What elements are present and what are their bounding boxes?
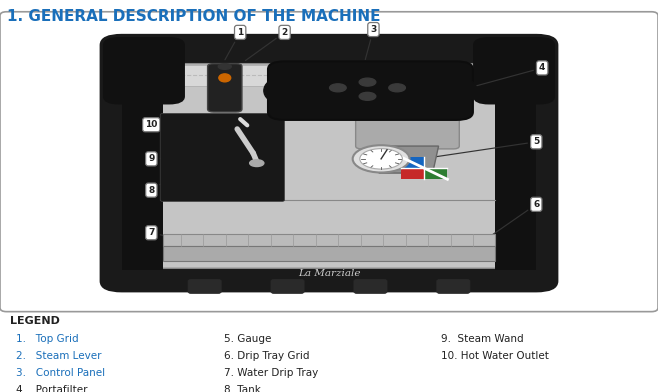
Text: 1: 1 — [225, 28, 243, 60]
Text: 4.   Portafilter: 4. Portafilter — [16, 385, 88, 392]
Text: 3.   Control Panel: 3. Control Panel — [16, 368, 105, 378]
Ellipse shape — [447, 78, 477, 103]
Ellipse shape — [264, 78, 293, 103]
Text: 9.  Steam Wand: 9. Steam Wand — [441, 334, 524, 345]
Text: LEGEND: LEGEND — [10, 316, 60, 326]
FancyBboxPatch shape — [0, 12, 658, 312]
FancyBboxPatch shape — [157, 64, 501, 268]
Circle shape — [359, 78, 376, 86]
Text: 10: 10 — [145, 120, 238, 129]
FancyBboxPatch shape — [401, 168, 424, 179]
Text: La Marziale: La Marziale — [298, 269, 360, 278]
FancyBboxPatch shape — [161, 65, 497, 86]
Polygon shape — [374, 146, 438, 173]
FancyBboxPatch shape — [163, 234, 495, 245]
Circle shape — [330, 84, 346, 92]
FancyBboxPatch shape — [268, 62, 473, 120]
FancyBboxPatch shape — [424, 168, 447, 179]
FancyBboxPatch shape — [101, 35, 557, 291]
FancyBboxPatch shape — [355, 91, 459, 149]
FancyBboxPatch shape — [188, 279, 221, 294]
Text: 5: 5 — [415, 137, 540, 160]
Circle shape — [353, 145, 409, 172]
Text: 10. Hot Water Outlet: 10. Hot Water Outlet — [441, 351, 549, 361]
Text: 7: 7 — [148, 228, 243, 254]
Ellipse shape — [219, 74, 231, 82]
Text: 1.   Top Grid: 1. Top Grid — [16, 334, 79, 345]
Text: 2.   Steam Lever: 2. Steam Lever — [16, 351, 102, 361]
FancyBboxPatch shape — [474, 38, 554, 103]
Text: 8. Tank: 8. Tank — [224, 385, 261, 392]
Text: 5. Gauge: 5. Gauge — [224, 334, 271, 345]
Text: 4: 4 — [456, 64, 545, 91]
Circle shape — [360, 149, 403, 169]
FancyBboxPatch shape — [495, 93, 536, 270]
FancyBboxPatch shape — [401, 157, 424, 168]
FancyBboxPatch shape — [354, 279, 387, 294]
Text: 7. Water Drip Tray: 7. Water Drip Tray — [224, 368, 318, 378]
Text: 6. Drip Tray Grid: 6. Drip Tray Grid — [224, 351, 309, 361]
Text: 9: 9 — [148, 154, 240, 163]
Text: 1. GENERAL DESCRIPTION OF THE MACHINE: 1. GENERAL DESCRIPTION OF THE MACHINE — [7, 9, 380, 24]
FancyBboxPatch shape — [163, 245, 495, 261]
Text: 2: 2 — [245, 28, 288, 61]
FancyBboxPatch shape — [104, 38, 184, 103]
FancyBboxPatch shape — [271, 279, 304, 294]
FancyBboxPatch shape — [208, 64, 242, 112]
Ellipse shape — [218, 64, 232, 69]
Text: 3: 3 — [365, 25, 376, 60]
Text: 8: 8 — [148, 169, 184, 194]
FancyBboxPatch shape — [161, 113, 285, 201]
Text: 6: 6 — [485, 200, 540, 240]
FancyBboxPatch shape — [122, 93, 163, 270]
Circle shape — [359, 93, 376, 100]
Circle shape — [389, 84, 405, 92]
FancyBboxPatch shape — [437, 279, 470, 294]
Circle shape — [249, 160, 264, 167]
